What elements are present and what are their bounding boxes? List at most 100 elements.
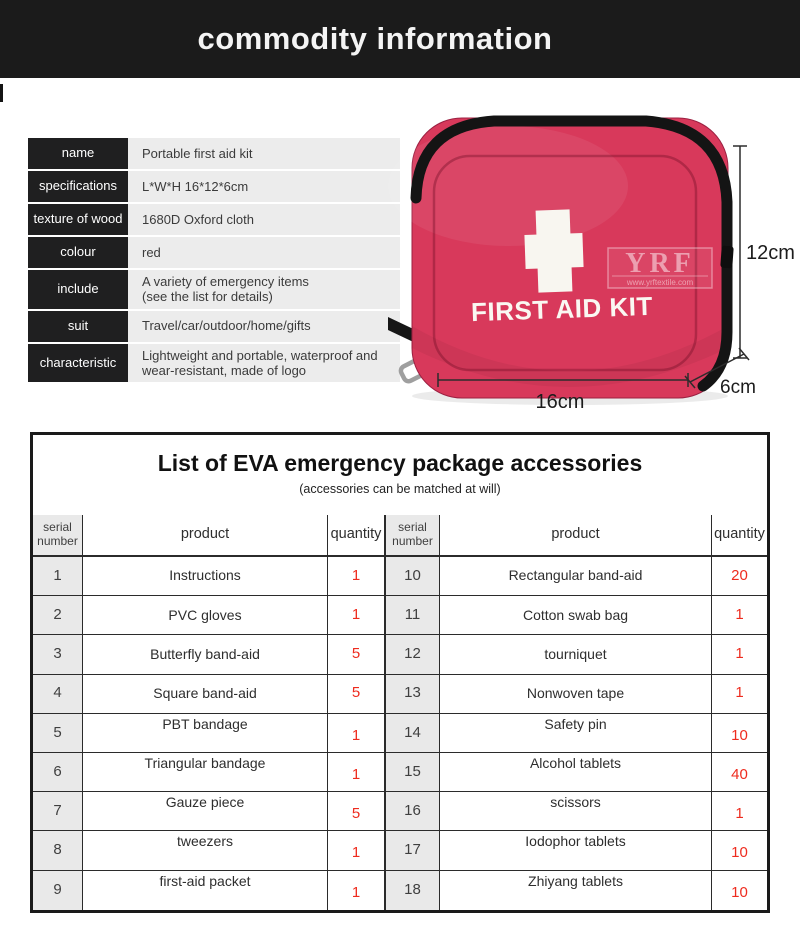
- product-cell: Butterfly band-aid: [83, 635, 328, 675]
- page-title: commodity information: [197, 21, 553, 56]
- spec-row-characteristic: characteristic Lightweight and portable,…: [28, 343, 400, 383]
- serial-cell: 11: [385, 596, 440, 636]
- spec-value: Travel/car/outdoor/home/gifts: [128, 310, 400, 342]
- spec-label: colour: [28, 237, 128, 268]
- quantity-cell: 40: [712, 753, 767, 793]
- spec-value: L*W*H 16*12*6cm: [128, 171, 400, 202]
- product-cell: PVC gloves: [83, 596, 328, 636]
- serial-cell: 14: [385, 713, 440, 753]
- product-cell: Safety pin: [440, 713, 712, 753]
- quantity-cell: 1: [712, 675, 767, 714]
- dim-height-label: 12cm: [746, 242, 795, 264]
- product-cell: Zhiyang tablets: [440, 870, 712, 910]
- col-header-product: product: [440, 515, 712, 557]
- product-cell: Alcohol tablets: [440, 752, 712, 793]
- spec-value: A variety of emergency items (see the li…: [128, 270, 400, 309]
- serial-cell: 3: [33, 635, 83, 675]
- col-header-serial: serial number: [33, 515, 83, 557]
- quantity-cell: 5: [328, 792, 385, 832]
- accessories-grid: serial number product quantity serial nu…: [33, 515, 767, 910]
- serial-cell: 5: [33, 713, 83, 753]
- accessories-title: List of EVA emergency package accessorie…: [157, 450, 643, 476]
- product-cell: Triangular bandage: [83, 752, 328, 793]
- quantity-cell: 1: [328, 831, 385, 871]
- col-header-serial: serial number: [385, 515, 440, 557]
- col-header-product: product: [83, 515, 328, 557]
- watermark-brand: YRF: [625, 248, 695, 279]
- serial-cell: 4: [33, 674, 83, 714]
- serial-cell: 10: [385, 557, 440, 597]
- dim-depth: [684, 347, 750, 389]
- quantity-cell: 1: [328, 713, 385, 753]
- quantity-cell: 1: [328, 557, 385, 597]
- dim-height: [733, 145, 747, 359]
- product-cell: Instructions: [83, 557, 328, 597]
- bag-print-label: FIRST AID KIT: [471, 291, 654, 327]
- watermark-url: www.yrftextile.com: [626, 278, 694, 287]
- spec-row-suit: suit Travel/car/outdoor/home/gifts: [28, 310, 400, 342]
- serial-cell: 6: [33, 752, 83, 793]
- quantity-cell: 5: [328, 635, 385, 675]
- accessories-table: List of EVA emergency package accessorie…: [30, 432, 770, 913]
- spec-value: 1680D Oxford cloth: [128, 204, 400, 235]
- quantity-cell: 20: [712, 557, 767, 597]
- spec-row-name: name Portable first aid kit: [28, 138, 400, 169]
- spec-value: red: [128, 237, 400, 268]
- serial-cell: 9: [33, 870, 83, 910]
- quantity-cell: 5: [328, 674, 385, 714]
- quantity-cell: 10: [712, 831, 767, 871]
- serial-cell: 8: [33, 831, 83, 871]
- zipper-slider: [720, 245, 734, 269]
- spec-value: Portable first aid kit: [128, 138, 400, 169]
- spec-row-include: include A variety of emergency items (se…: [28, 270, 400, 309]
- spec-label: name: [28, 138, 128, 169]
- front-panel-seam: [432, 154, 698, 372]
- product-cell: Nonwoven tape: [440, 674, 712, 714]
- product-cell: tourniquet: [440, 635, 712, 675]
- medical-cross-icon: [524, 209, 584, 293]
- quantity-cell: 1: [328, 870, 385, 910]
- spec-table: name Portable first aid kit specificatio…: [28, 138, 400, 384]
- first-aid-kit-photo: FIRST AID KIT YRF www.yrftextile.com 12c…: [388, 115, 795, 413]
- product-cell: PBT bandage: [83, 713, 328, 753]
- zipper-track: [410, 115, 733, 392]
- product-cell: first-aid packet: [83, 870, 328, 910]
- col-header-quantity: quantity: [712, 515, 767, 557]
- quantity-cell: 1: [712, 792, 767, 832]
- serial-cell: 7: [33, 792, 83, 832]
- serial-cell: 2: [33, 596, 83, 636]
- quantity-cell: 1: [328, 752, 385, 793]
- product-cell: Cotton swab bag: [440, 596, 712, 636]
- watermark: YRF www.yrftextile.com: [607, 247, 713, 289]
- quantity-cell: 10: [731, 883, 748, 901]
- spec-label: specifications: [28, 171, 128, 202]
- product-cell: Rectangular band-aid: [440, 557, 712, 597]
- spec-label: suit: [28, 310, 128, 342]
- serial-cell: 16: [385, 792, 440, 832]
- serial-cell: 17: [385, 831, 440, 871]
- product-cell: Gauze piece: [83, 792, 328, 832]
- serial-cell: 18: [385, 870, 440, 910]
- serial-cell: 15: [385, 752, 440, 793]
- left-edge-mark: [0, 84, 3, 102]
- quantity-cell: 1: [712, 635, 767, 675]
- spec-row-colour: colour red: [28, 237, 400, 268]
- quantity-cell: 10: [712, 714, 767, 753]
- dim-length-label: 16cm: [536, 391, 585, 413]
- spec-label: characteristic: [28, 343, 128, 383]
- quantity-cell: 1: [328, 596, 385, 636]
- spec-label: texture of wood: [28, 204, 128, 235]
- product-cell: scissors: [440, 792, 712, 832]
- product-cell: Iodophor tablets: [440, 831, 712, 871]
- dim-depth-label: 6cm: [720, 377, 756, 398]
- product-cell: Square band-aid: [83, 674, 328, 714]
- spec-value: Lightweight and portable, waterproof and…: [128, 343, 400, 383]
- quantity-cell: 1: [712, 596, 767, 636]
- col-header-quantity: quantity: [328, 515, 385, 557]
- serial-cell: 13: [385, 674, 440, 714]
- header-bar: commodity information: [0, 0, 800, 78]
- spec-row-texture: texture of wood 1680D Oxford cloth: [28, 204, 400, 235]
- spec-label: include: [28, 270, 128, 309]
- serial-cell: 12: [385, 635, 440, 675]
